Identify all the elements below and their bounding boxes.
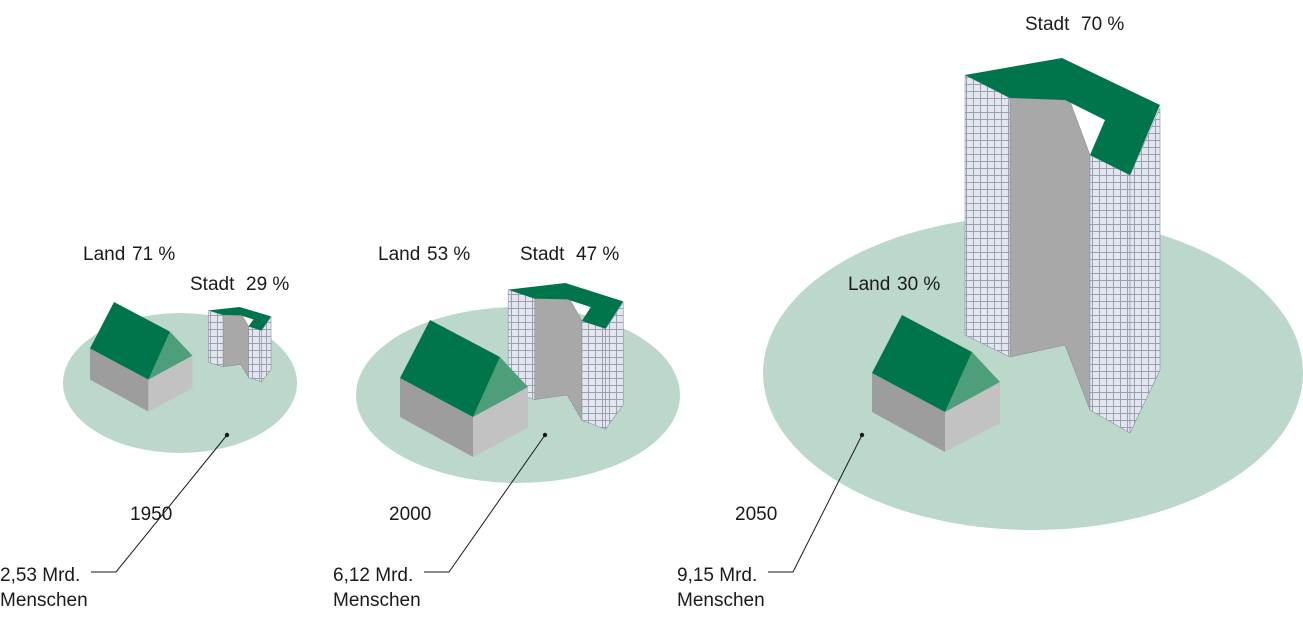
panel: Land 53 % Stadt 47 % 2000 6,12 Mrd. Menschen [333, 244, 680, 611]
year: 1950 [130, 504, 172, 525]
tower-facade-left [965, 75, 1010, 357]
land-label: Land [848, 274, 890, 295]
tower-facade-left [209, 310, 223, 366]
population-unit: Menschen [333, 590, 421, 611]
population-unit: Menschen [677, 590, 765, 611]
city-label: Stadt [190, 274, 235, 295]
population: 6,12 Mrd. [333, 565, 413, 586]
tower-facade-front [1090, 155, 1130, 433]
population-unit: Menschen [0, 590, 88, 611]
population: 9,15 Mrd. [677, 565, 757, 586]
leader-dot [543, 433, 547, 437]
city-share: 29 % [246, 274, 289, 295]
page: {"panels": [ {"land_label": "Land", "lan… [0, 0, 1303, 614]
tower-facade-front [582, 321, 606, 429]
year: 2050 [735, 504, 777, 525]
infographic: Land71 %Stadt29 %19502,53 Mrd.MenschenLa… [0, 0, 1303, 614]
land-label: Land [378, 244, 420, 265]
city-share: 70 % [1081, 14, 1124, 35]
land-share: 30 % [897, 274, 940, 295]
leader-dot [225, 433, 229, 437]
panel: Land 30 % Stadt 70 % 2050 9,15 Mrd. Menschen [677, 14, 1303, 611]
land-share: 71 % [132, 244, 175, 265]
city-label: Stadt [1025, 14, 1070, 35]
land-label: Land [83, 244, 125, 265]
leader-dot [860, 433, 864, 437]
panel: Land 71 % Stadt 29 % 1950 2,53 Mrd. Menschen [0, 244, 297, 611]
city-share: 47 % [576, 244, 619, 265]
year: 2000 [389, 504, 431, 525]
land-share: 53 % [427, 244, 470, 265]
population: 2,53 Mrd. [0, 565, 80, 586]
city-label: Stadt [520, 244, 565, 265]
tower-facade-front [249, 326, 262, 382]
